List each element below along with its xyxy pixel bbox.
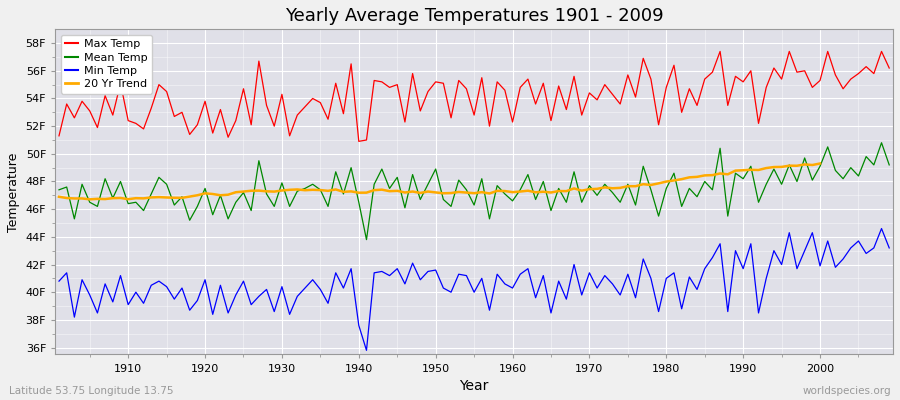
- Text: Latitude 53.75 Longitude 13.75: Latitude 53.75 Longitude 13.75: [9, 386, 174, 396]
- X-axis label: Year: Year: [459, 379, 489, 393]
- Title: Yearly Average Temperatures 1901 - 2009: Yearly Average Temperatures 1901 - 2009: [284, 7, 663, 25]
- Text: worldspecies.org: worldspecies.org: [803, 386, 891, 396]
- Legend: Max Temp, Mean Temp, Min Temp, 20 Yr Trend: Max Temp, Mean Temp, Min Temp, 20 Yr Tre…: [60, 35, 152, 94]
- Y-axis label: Temperature: Temperature: [7, 152, 20, 232]
